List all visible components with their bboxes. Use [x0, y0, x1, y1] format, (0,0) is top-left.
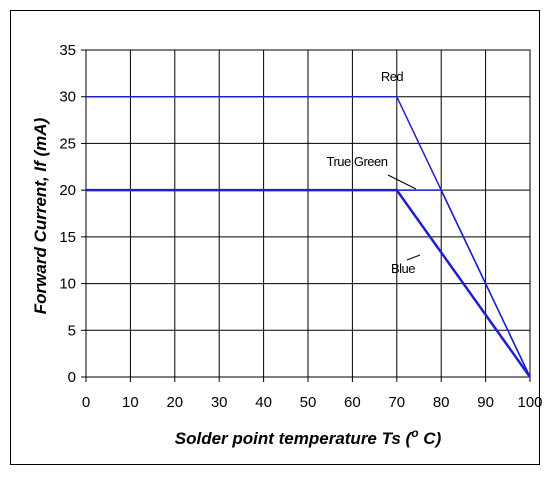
x-tick-label: 10	[122, 394, 139, 411]
x-axis-title: Solder point temperature Ts (o C)	[175, 426, 442, 448]
label-leader-line	[406, 254, 421, 261]
y-tick-label: 25	[59, 135, 76, 152]
degree-superscript: o	[411, 426, 418, 440]
x-tick-label: 20	[166, 394, 183, 411]
x-tick-label: 60	[344, 394, 361, 411]
x-tick-label: 80	[433, 394, 450, 411]
y-tick-label: 0	[68, 369, 76, 386]
y-tick-label: 30	[59, 89, 76, 106]
x-tick-label: 50	[300, 394, 317, 411]
label-leader-line	[387, 174, 417, 190]
x-tick-label: 0	[82, 394, 90, 411]
series-labels: Red True Green Blue	[327, 69, 421, 276]
y-tick-label: 35	[59, 42, 76, 59]
y-tick-labels: 0 5 10 15 20 25 30 35	[59, 42, 76, 386]
x-tick-labels: 0 10 20 30 40 50 60 70 80 90 100	[82, 394, 543, 411]
series-label-true-green: True Green	[327, 154, 388, 169]
x-tick-label: 100	[517, 394, 542, 411]
y-tick-label: 15	[59, 229, 76, 246]
series-label-blue: Blue	[391, 261, 415, 276]
y-tick-label: 5	[68, 322, 76, 339]
y-tick-label: 20	[59, 182, 76, 199]
series-lines	[86, 95, 532, 378]
x-tick-label: 40	[255, 394, 272, 411]
y-tick-label: 10	[59, 276, 76, 293]
grid-lines	[81, 49, 531, 382]
chart-frame	[10, 10, 540, 465]
series-line-blue	[86, 188, 532, 378]
series-label-red: Red	[381, 69, 404, 84]
x-tick-label: 70	[388, 394, 405, 411]
x-tick-label: 30	[211, 394, 228, 411]
y-axis-title: Forward Current, If (mA)	[31, 117, 50, 314]
x-tick-label: 90	[477, 394, 494, 411]
